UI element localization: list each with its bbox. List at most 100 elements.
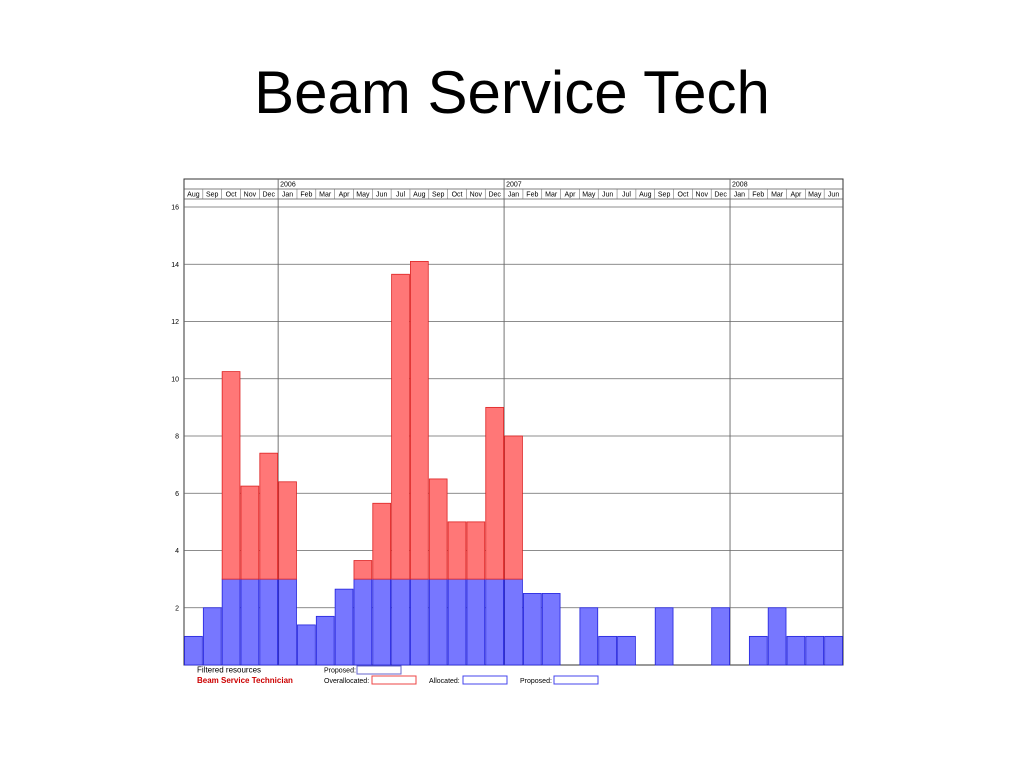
y-tick-label: 4	[175, 548, 179, 555]
bar-allocated	[315, 615, 335, 666]
month-label: Oct	[452, 192, 463, 199]
bar-overallocated	[259, 452, 279, 580]
legend-proposed-label: Proposed:	[520, 678, 552, 685]
y-tick-label: 6	[175, 491, 179, 498]
y-tick-label: 16	[171, 205, 179, 212]
month-label: Jul	[622, 192, 631, 199]
bar-allocated	[579, 607, 599, 666]
bar-allocated	[391, 578, 410, 666]
month-label: May	[808, 192, 822, 199]
bar-overallocated	[485, 406, 504, 580]
legend-resource: Beam Service Technician	[197, 676, 293, 685]
month-label: Oct	[678, 192, 689, 199]
year-label: 2006	[280, 182, 296, 189]
bar-allocated	[504, 578, 523, 666]
month-label: Jun	[602, 192, 613, 199]
month-label: Apr	[790, 192, 802, 199]
month-label: Aug	[413, 192, 426, 199]
bar-allocated	[786, 635, 806, 666]
bar-allocated	[353, 578, 373, 666]
y-axis: 2 4 6 8 10 12 14 16	[171, 205, 179, 613]
month-label: Nov	[470, 192, 483, 199]
page-title: Beam Service Tech	[254, 59, 770, 126]
month-label: Mar	[545, 192, 558, 199]
bar-allocated	[598, 635, 617, 666]
bar-allocated	[485, 578, 504, 666]
bar-allocated	[372, 578, 392, 666]
bar-allocated	[767, 607, 787, 666]
bar-allocated	[278, 578, 297, 666]
bar-overallocated	[240, 485, 260, 580]
legend-proposed-top-label: Proposed:	[324, 668, 356, 675]
month-label: Oct	[226, 192, 237, 199]
legend-proposed-swatch	[553, 675, 599, 685]
timescale-header: Aug Sep Oct Nov Dec Jan Feb Mar Apr May Jun Jul Aug S…	[187, 182, 839, 199]
bar-allocated	[447, 578, 467, 666]
month-label: Aug	[639, 192, 652, 199]
bar-allocated	[523, 593, 542, 666]
month-label: Feb	[300, 192, 312, 199]
legend-allocated-label: Allocated:	[429, 678, 460, 685]
bar-allocated	[221, 578, 241, 666]
month-label: Mar	[319, 192, 332, 199]
y-tick-label: 10	[171, 376, 179, 383]
month-label: Sep	[206, 192, 219, 199]
month-label: May	[582, 192, 596, 199]
year-label: 2007	[506, 182, 522, 189]
bar-allocated	[202, 607, 222, 666]
bars	[184, 260, 843, 666]
legend-proposed-top-swatch	[356, 665, 402, 675]
month-label: Dec	[488, 192, 501, 199]
bar-overallocated	[278, 481, 297, 580]
legend-allocated-swatch	[462, 675, 508, 685]
month-label: Feb	[526, 192, 538, 199]
month-label: Jun	[828, 192, 839, 199]
bar-overallocated	[447, 521, 467, 580]
bar-allocated	[334, 588, 354, 666]
month-label: Sep	[432, 192, 445, 199]
y-tick-label: 2	[175, 605, 179, 612]
bar-overallocated	[391, 273, 410, 580]
bar-allocated	[617, 635, 636, 666]
month-label: Mar	[771, 192, 784, 199]
bar-allocated	[410, 578, 429, 666]
legend-filtered: Filtered resources	[197, 666, 261, 675]
y-tick-label: 14	[171, 262, 179, 269]
legend-overallocated-label: Overallocated:	[324, 678, 369, 685]
bar-allocated	[824, 635, 843, 666]
month-label: Feb	[752, 192, 764, 199]
month-label: Nov	[696, 192, 709, 199]
year-label: 2008	[732, 182, 748, 189]
legend: Filtered resources Beam Service Technici…	[197, 665, 599, 685]
bar-allocated	[184, 635, 203, 666]
bar-allocated	[297, 624, 316, 666]
month-label: Aug	[187, 192, 200, 199]
bar-overallocated	[353, 560, 373, 580]
month-label: Jun	[376, 192, 387, 199]
y-tick-label: 12	[171, 319, 179, 326]
month-label: Jan	[734, 192, 745, 199]
month-label: Jan	[282, 192, 293, 199]
bar-overallocated	[466, 521, 486, 580]
bar-allocated	[428, 578, 448, 666]
bar-overallocated	[428, 478, 448, 580]
bar-allocated	[541, 593, 561, 666]
month-label: Sep	[658, 192, 671, 199]
month-label: Jan	[508, 192, 519, 199]
bar-allocated	[748, 635, 768, 666]
bar-allocated	[805, 635, 825, 666]
bar-overallocated	[221, 371, 241, 580]
bar-overallocated	[410, 260, 429, 580]
month-label: Dec	[714, 192, 727, 199]
bar-overallocated	[372, 502, 392, 580]
month-label: Dec	[263, 192, 276, 199]
legend-overallocated-swatch	[371, 675, 417, 685]
month-label: Jul	[396, 192, 405, 199]
y-tick-label: 8	[175, 434, 179, 441]
bar-overallocated	[504, 435, 523, 580]
bar-allocated	[259, 578, 279, 666]
month-label: Apr	[339, 192, 351, 199]
month-label: Nov	[244, 192, 257, 199]
bar-allocated	[466, 578, 486, 666]
